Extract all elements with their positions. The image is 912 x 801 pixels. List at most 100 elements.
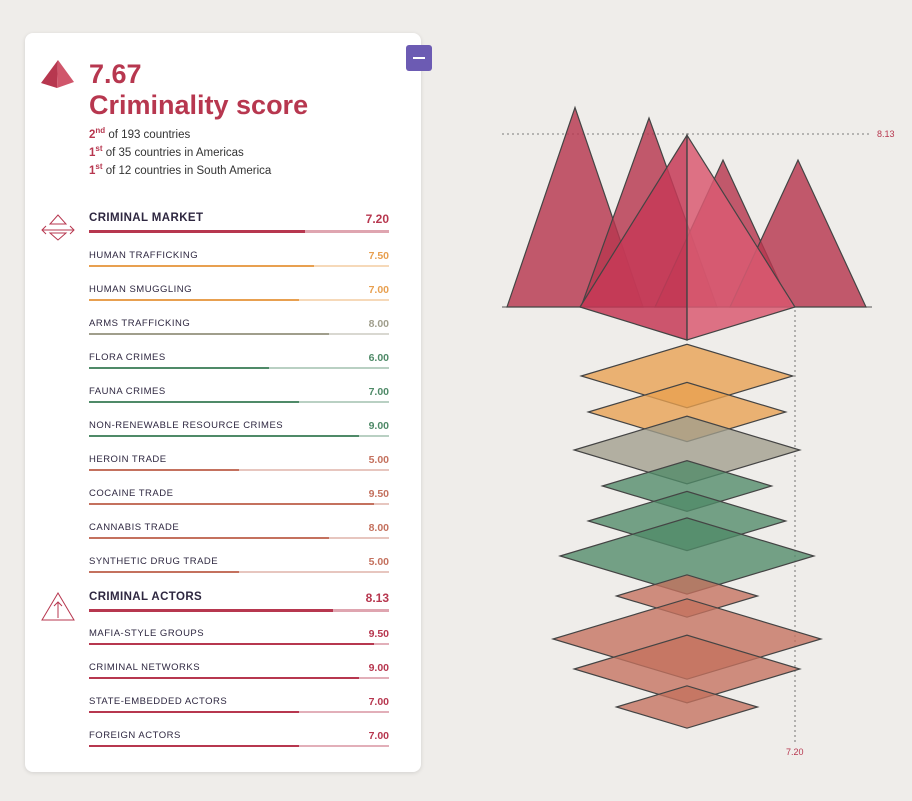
- market-reference-label: 7.20: [786, 747, 804, 757]
- criminality-score-title: Criminality score: [89, 90, 309, 120]
- indicator-bar-fill: [89, 401, 299, 403]
- indicator-bar-fill: [89, 571, 239, 573]
- indicator-row[interactable]: ARMS TRAFFICKING 8.00: [89, 318, 389, 335]
- indicator-row[interactable]: CRIMINAL NETWORKS 9.00: [89, 662, 389, 679]
- indicator-bar-fill: [89, 435, 359, 437]
- indicator-row[interactable]: HUMAN TRAFFICKING 7.50: [89, 250, 389, 267]
- indicator-bar-track: [89, 469, 389, 471]
- indicator-bar-fill: [89, 299, 299, 301]
- actors-triangle-icon: [41, 592, 75, 621]
- indicator-value: 6.00: [368, 352, 389, 364]
- section-bar-track: [89, 609, 389, 612]
- indicator-bar-fill: [89, 503, 374, 505]
- indicator-row[interactable]: COCAINE TRADE 9.50: [89, 488, 389, 505]
- indicator-bar-track: [89, 265, 389, 267]
- rank-ordinal: 1: [89, 147, 96, 159]
- indicator-value: 9.00: [368, 662, 389, 674]
- indicator-label: MAFIA-STYLE GROUPS: [89, 628, 205, 639]
- indicator-bar-fill: [89, 367, 269, 369]
- indicator-row[interactable]: MAFIA-STYLE GROUPS 9.50: [89, 628, 389, 645]
- section-label: CRIMINAL MARKET: [89, 212, 204, 224]
- indicator-bar-fill: [89, 537, 329, 539]
- market-diamond: [558, 517, 816, 595]
- rank-suffix: st: [95, 162, 103, 171]
- indicator-bar-track: [89, 299, 389, 301]
- indicator-bar-fill: [89, 643, 374, 645]
- indicator-value: 9.50: [368, 628, 389, 640]
- section-bar-track: [89, 230, 389, 233]
- indicator-label: HUMAN TRAFFICKING: [89, 250, 199, 261]
- indicator-row[interactable]: FLORA CRIMES 6.00: [89, 352, 389, 369]
- indicator-label: SYNTHETIC DRUG TRADE: [89, 556, 219, 567]
- indicator-label: COCAINE TRADE: [89, 488, 174, 499]
- indicator-value: 5.00: [368, 454, 389, 466]
- rank-text: of 193 countries: [105, 129, 191, 141]
- indicator-bar-fill: [89, 745, 299, 747]
- indicator-bar-track: [89, 367, 389, 369]
- indicator-label: FOREIGN ACTORS: [89, 730, 181, 741]
- section-actors[interactable]: CRIMINAL ACTORS 8.13: [89, 591, 389, 612]
- indicator-bar-fill: [89, 677, 359, 679]
- indicator-bar-fill: [89, 333, 329, 335]
- indicator-value: 5.00: [368, 556, 389, 568]
- rank-line: 1st of 35 countries in Americas: [89, 144, 244, 160]
- indicator-label: FAUNA CRIMES: [89, 386, 166, 397]
- indicator-row[interactable]: HEROIN TRADE 5.00: [89, 454, 389, 471]
- indicator-value: 9.00: [368, 420, 389, 432]
- indicator-bar-track: [89, 571, 389, 573]
- indicator-label: HUMAN SMUGGLING: [89, 284, 193, 295]
- rank-suffix: st: [95, 144, 103, 153]
- indicator-row[interactable]: NON-RENEWABLE RESOURCE CRIMES 9.00: [89, 420, 389, 437]
- indicator-bar-fill: [89, 265, 314, 267]
- indicator-value: 7.50: [368, 250, 389, 262]
- indicator-value: 7.00: [368, 284, 389, 296]
- indicator-bar-track: [89, 435, 389, 437]
- indicator-row[interactable]: HUMAN SMUGGLING 7.00: [89, 284, 389, 301]
- market-diamond: [572, 634, 802, 704]
- rank-ordinal: 1: [89, 165, 96, 177]
- indicator-row[interactable]: CANNABIS TRADE 8.00: [89, 522, 389, 539]
- indicator-bar-track: [89, 401, 389, 403]
- rank-suffix: nd: [95, 126, 106, 135]
- actors-reference-label: 8.13: [877, 129, 895, 139]
- rank-line: 2nd of 193 countries: [89, 126, 191, 142]
- indicator-label: NON-RENEWABLE RESOURCE CRIMES: [89, 420, 284, 431]
- indicator-bar-fill: [89, 469, 239, 471]
- section-value: 7.20: [365, 212, 389, 226]
- market-scale-icon: [41, 214, 75, 241]
- indicator-value: 7.00: [368, 730, 389, 742]
- indicator-row[interactable]: FAUNA CRIMES 7.00: [89, 386, 389, 403]
- rank-ordinal: 2: [89, 129, 96, 141]
- rank-line: 1st of 12 countries in South America: [89, 162, 271, 178]
- indicator-row[interactable]: SYNTHETIC DRUG TRADE 5.00: [89, 556, 389, 573]
- indicator-row[interactable]: STATE-EMBEDDED ACTORS 7.00: [89, 696, 389, 713]
- indicator-label: HEROIN TRADE: [89, 454, 167, 465]
- indicator-label: STATE-EMBEDDED ACTORS: [89, 696, 228, 707]
- criminality-score-value: 7.67: [89, 59, 142, 89]
- section-label: CRIMINAL ACTORS: [89, 591, 203, 603]
- indicator-bar-track: [89, 333, 389, 335]
- indicator-bar-track: [89, 537, 389, 539]
- indicator-value: 7.00: [368, 386, 389, 398]
- indicator-bar-fill: [89, 711, 299, 713]
- indicator-bar-track: [89, 745, 389, 747]
- pyramid-icon: [41, 60, 74, 88]
- indicator-label: CANNABIS TRADE: [89, 522, 180, 533]
- indicator-value: 8.00: [368, 318, 389, 330]
- collapse-button[interactable]: [406, 45, 432, 71]
- indicator-value: 7.00: [368, 696, 389, 708]
- indicator-bar-track: [89, 643, 389, 645]
- indicator-bar-track: [89, 677, 389, 679]
- indicator-bar-track: [89, 503, 389, 505]
- pyramid-chart: 8.13 7.20: [502, 105, 895, 757]
- section-market[interactable]: CRIMINAL MARKET 7.20: [89, 212, 389, 233]
- indicator-row[interactable]: FOREIGN ACTORS 7.00: [89, 730, 389, 747]
- rank-text: of 35 countries in Americas: [102, 147, 244, 159]
- indicator-label: CRIMINAL NETWORKS: [89, 662, 201, 673]
- section-value: 8.13: [365, 591, 389, 605]
- indicator-label: FLORA CRIMES: [89, 352, 166, 363]
- market-diamond: [614, 685, 760, 729]
- indicator-bar-track: [89, 711, 389, 713]
- indicator-label: ARMS TRAFFICKING: [89, 318, 191, 329]
- indicator-value: 8.00: [368, 522, 389, 534]
